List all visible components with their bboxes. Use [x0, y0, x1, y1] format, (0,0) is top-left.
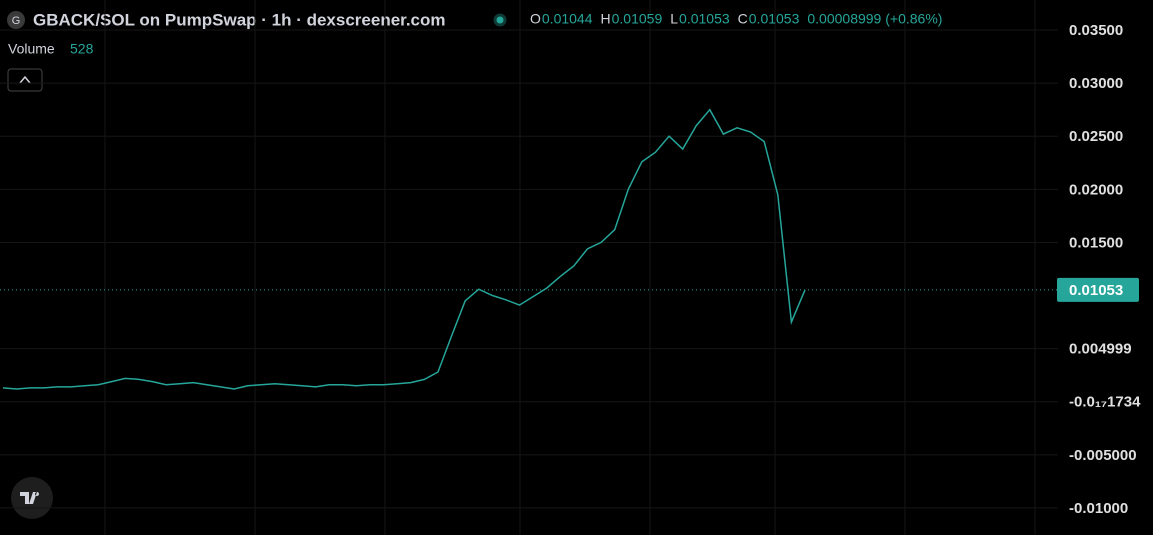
logo-mark — [20, 492, 40, 504]
token-icon-letter: G — [12, 15, 21, 27]
y-tick-label: -0.0₁₇1734 — [1069, 394, 1141, 411]
y-tick-label: 0.03500 — [1069, 22, 1123, 39]
last-price-label: 0.01053 — [1069, 282, 1123, 299]
button-frame — [7, 68, 43, 92]
y-tick-label: 0.01500 — [1069, 234, 1123, 251]
y-tick-label: -0.01000 — [1069, 500, 1128, 517]
ohlc-key: C — [738, 11, 748, 27]
chevron-icon — [19, 75, 31, 84]
ohlc-key: O — [530, 11, 541, 27]
price-line — [2, 108, 806, 390]
ohlc-value: 0.01059 — [612, 11, 663, 27]
y-tick-label: 0.02000 — [1069, 181, 1123, 198]
last-price-tag — [1057, 277, 1139, 302]
ohlc-key: L — [670, 11, 678, 27]
ohlc-value: 0.01053 — [679, 11, 730, 27]
ohlc-value: 0.01053 — [749, 11, 800, 27]
y-tick-label: 0.02500 — [1069, 128, 1123, 145]
ohlc-value: 0.01044 — [542, 11, 593, 27]
volume-label: Volume — [8, 41, 55, 57]
chart-title: GBACK/SOL on PumpSwap · 1h · dexscreener… — [33, 10, 446, 29]
y-tick-label: 0.004999 — [1069, 341, 1132, 358]
y-tick-label: -0.005000 — [1069, 447, 1137, 464]
y-tick-label: 0.03000 — [1069, 75, 1123, 92]
status-dot — [493, 13, 507, 27]
collapse-button[interactable] — [7, 68, 43, 92]
change-value: 0.00008999 (+0.86%) — [807, 11, 942, 27]
ohlc-key: H — [601, 11, 611, 27]
tv-logo[interactable] — [11, 477, 53, 519]
volume-value: 528 — [70, 41, 94, 57]
token-icon — [7, 11, 25, 29]
